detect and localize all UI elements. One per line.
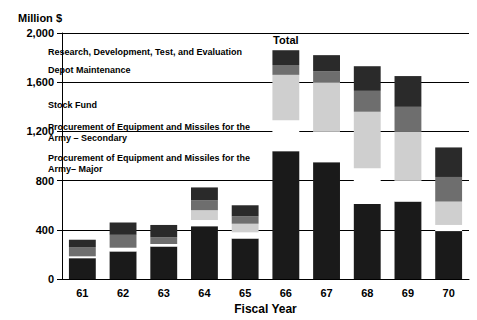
svg-text:Million $: Million $ — [18, 12, 62, 24]
svg-text:61: 61 — [76, 287, 88, 299]
svg-text:Procurement of Equipment and M: Procurement of Equipment and Missiles fo… — [48, 122, 253, 132]
svg-text:Research, Development, Test, a: Research, Development, Test, and Evaluat… — [48, 47, 242, 57]
svg-text:70: 70 — [443, 287, 455, 299]
svg-text:63: 63 — [158, 287, 170, 299]
svg-text:66: 66 — [280, 287, 292, 299]
svg-text:Depot Maintenance: Depot Maintenance — [48, 65, 131, 75]
svg-text:1,600: 1,600 — [26, 76, 54, 88]
svg-text:800: 800 — [36, 175, 54, 187]
svg-text:67: 67 — [320, 287, 332, 299]
svg-text:Army– Major: Army– Major — [48, 164, 103, 174]
svg-text:Procurement of Equipment and M: Procurement of Equipment and Missiles fo… — [48, 153, 253, 163]
svg-text:68: 68 — [361, 287, 373, 299]
svg-text:69: 69 — [402, 287, 414, 299]
svg-text:0: 0 — [48, 273, 54, 285]
svg-text:Army – Secondary: Army – Secondary — [48, 133, 127, 143]
svg-text:2,000: 2,000 — [26, 27, 54, 39]
svg-text:Fiscal Year: Fiscal Year — [234, 302, 297, 316]
svg-text:64: 64 — [198, 287, 211, 299]
svg-text:Stock Fund: Stock Fund — [48, 100, 97, 110]
svg-text:62: 62 — [117, 287, 129, 299]
svg-text:400: 400 — [36, 224, 54, 236]
svg-text:1,200: 1,200 — [26, 125, 54, 137]
svg-text:65: 65 — [239, 287, 251, 299]
svg-text:Total: Total — [273, 34, 298, 46]
